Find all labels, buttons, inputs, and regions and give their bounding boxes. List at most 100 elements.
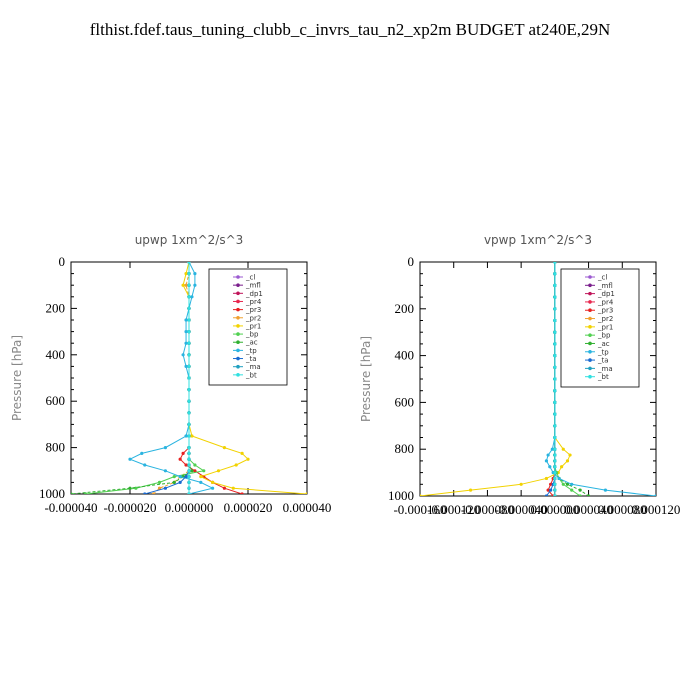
data-point (187, 353, 191, 357)
data-point (184, 475, 188, 479)
legend-marker (236, 356, 240, 361)
legend-label: _tp (597, 348, 609, 356)
legend-marker (236, 340, 240, 345)
legend-label: _bt (597, 373, 609, 381)
data-point (184, 272, 188, 276)
legend-marker (588, 333, 592, 337)
data-point (184, 434, 188, 438)
data-point (143, 463, 147, 467)
legend-label: _ma (245, 363, 261, 371)
legend-marker (588, 374, 592, 379)
data-point (231, 486, 235, 490)
x-tick-label: -0.000040 (44, 500, 97, 515)
legend-label: _bt (245, 371, 257, 379)
legend-label: _dp1 (245, 290, 263, 298)
data-point (544, 476, 549, 481)
data-point (553, 459, 557, 463)
data-point (553, 330, 557, 334)
x-tick-label: -0.000020 (103, 500, 156, 515)
data-point (128, 486, 132, 490)
legend-box (560, 268, 640, 388)
legend-marker (236, 315, 240, 320)
series-line-bp (85, 262, 206, 494)
data-point (560, 465, 564, 469)
data-point (190, 434, 194, 438)
data-point (190, 295, 194, 299)
x-tick-label: 0.000020 (224, 500, 273, 515)
data-point (570, 482, 574, 486)
data-point (163, 446, 167, 450)
data-point (190, 469, 194, 473)
data-point (240, 492, 244, 494)
data-point (187, 295, 191, 299)
series-line-tp (128, 262, 215, 494)
data-point (187, 411, 191, 415)
data-point (157, 480, 162, 484)
data-point (234, 463, 238, 467)
data-point (181, 283, 185, 287)
data-point (557, 476, 561, 481)
legend-label: _pr1 (597, 323, 613, 331)
legend-label: _cl (597, 274, 607, 282)
y-tick-label: 400 (395, 348, 415, 363)
data-point (553, 262, 557, 264)
data-point (565, 482, 570, 486)
data-point (550, 447, 554, 451)
y-axis-label: Pressure [hPa] (359, 336, 373, 422)
data-point (140, 451, 144, 455)
legend-marker (588, 300, 592, 304)
x-tick-label: -0.000120 (427, 502, 480, 517)
data-point (549, 482, 553, 486)
y-tick-label: 0 (59, 254, 66, 269)
data-point (163, 469, 167, 473)
data-point (184, 318, 188, 322)
data-point (181, 353, 185, 357)
legend-marker (588, 316, 592, 321)
legend-marker (588, 358, 592, 362)
legend-marker (236, 364, 240, 369)
legend-label: _ta (245, 355, 257, 363)
legend-label: _pr4 (245, 298, 262, 306)
data-point (553, 318, 557, 323)
legend-marker (588, 325, 592, 329)
data-point (553, 295, 557, 299)
data-point (553, 307, 557, 311)
data-point (184, 330, 188, 334)
data-point (172, 480, 176, 484)
data-point (187, 422, 191, 426)
data-point (603, 488, 608, 492)
legend-label: _ac (245, 339, 258, 347)
legend-marker (588, 349, 592, 354)
legend-marker (236, 291, 240, 296)
x-tick-label: 0.000040 (564, 502, 613, 517)
data-point (222, 446, 226, 450)
y-tick-label: 800 (395, 441, 415, 456)
legend-marker (588, 341, 592, 346)
data-point (553, 424, 557, 428)
data-point (202, 469, 206, 473)
legend-marker (236, 373, 240, 377)
data-point (420, 494, 422, 496)
data-point (561, 482, 565, 486)
data-point (187, 463, 191, 467)
data-point (184, 364, 188, 368)
data-point (187, 341, 191, 345)
data-point (222, 486, 226, 490)
panel-title: upwp 1xm^2/s^3 (135, 233, 244, 247)
data-point (187, 446, 191, 450)
data-point (553, 377, 557, 381)
data-point (152, 492, 156, 494)
data-point (178, 475, 182, 479)
data-point (553, 412, 557, 416)
data-point (305, 492, 307, 494)
data-point (553, 354, 557, 358)
series-line-ta (144, 262, 190, 494)
y-tick-label: 200 (395, 301, 415, 316)
data-point (143, 492, 147, 494)
data-point (240, 451, 244, 455)
y-tick-label: 400 (46, 347, 66, 362)
data-point (246, 457, 250, 461)
legend-label: _tp (245, 347, 257, 355)
data-point (187, 399, 191, 403)
legend-marker (588, 366, 592, 371)
